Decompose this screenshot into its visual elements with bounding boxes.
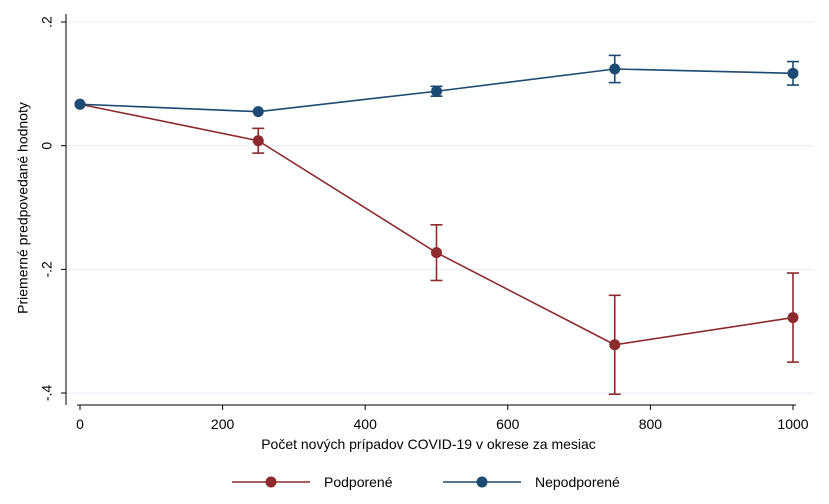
series-nepodporene [74,54,799,118]
grid-lines [66,21,813,394]
x-tick-label: 0 [76,416,84,432]
y-tick-label: -.4 [39,385,55,402]
legend-swatch-marker [476,476,488,488]
x-axis-title: Počet nových prípadov COVID-19 v okrese … [261,436,596,452]
x-tick-label: 800 [639,416,663,432]
y-tick-label: -.2 [39,261,55,278]
series-podporene [74,98,799,396]
legend-item-podporene: Podporené [232,474,393,490]
x-tick-label: 400 [354,416,378,432]
y-tick-label: 0 [39,142,55,150]
data-point [787,312,799,324]
legend-label: Nepodporené [535,474,620,490]
y-axis-title: Priemerné predpovedané hodnoty [15,102,31,314]
data-point [431,247,442,259]
data-point [609,63,621,75]
data-point [252,135,264,147]
data-point [74,98,86,110]
data-point [787,67,799,79]
axes [65,14,796,406]
series [74,54,799,396]
x-tick-label: 600 [496,416,520,432]
legend-label: Podporené [324,474,393,490]
legend: Podporené Nepodporené [232,474,620,490]
legend-swatch-marker [265,476,277,488]
axis-ticks: -.4 -.2 0 .2 0 200 400 600 800 1000 [39,16,809,432]
legend-item-nepodporene: Nepodporené [443,474,620,490]
data-point [252,106,264,118]
data-point [609,339,621,351]
y-tick-label: .2 [39,16,55,28]
data-point [431,85,442,97]
x-tick-label: 1000 [777,416,808,432]
x-tick-label: 200 [211,416,235,432]
